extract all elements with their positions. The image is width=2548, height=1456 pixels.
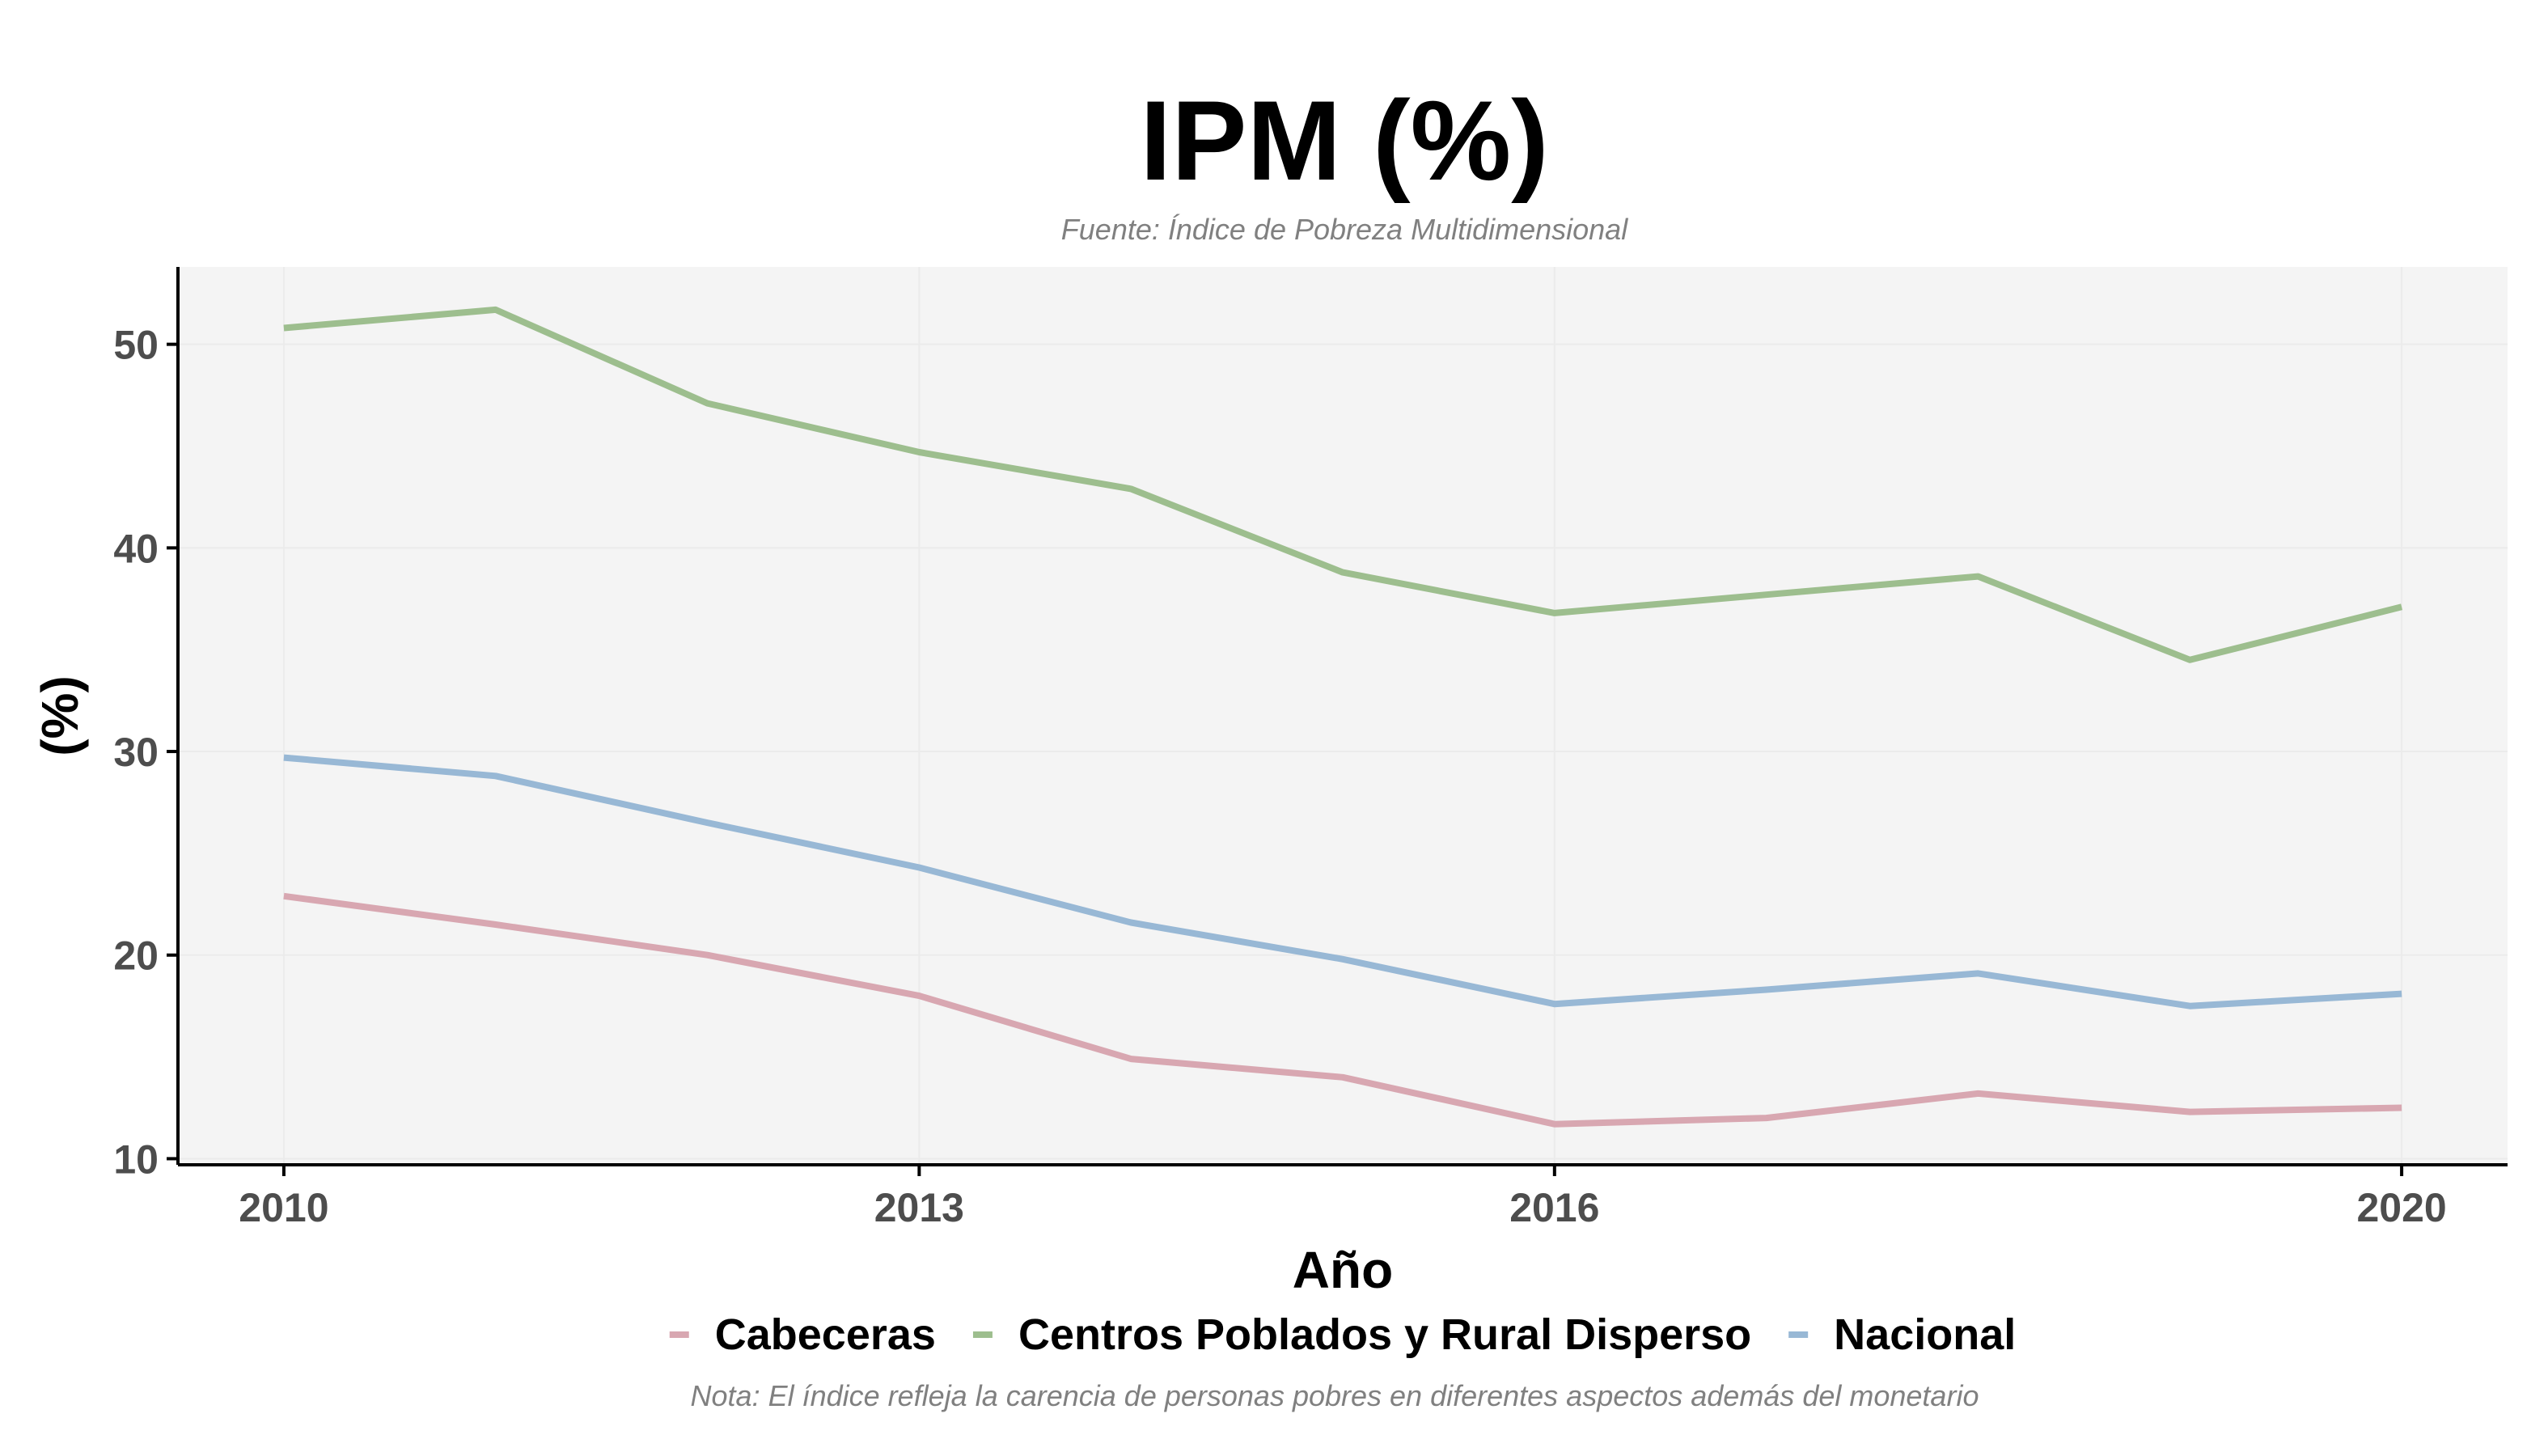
x-axis-ticks: 2010 2013 2016 2020 bbox=[239, 1165, 2447, 1230]
y-tick-label: 50 bbox=[113, 323, 159, 368]
series-lines bbox=[283, 306, 2403, 1128]
y-axis-ticks: 10 20 30 40 50 bbox=[113, 323, 178, 1182]
chart-subtitle: Fuente: Índice de Pobreza Multidimension… bbox=[1061, 213, 1628, 246]
x-tick-label: 2010 bbox=[239, 1185, 328, 1230]
legend: Cabeceras Centros Poblados y Rural Disper… bbox=[669, 1310, 2016, 1359]
series-line-1 bbox=[283, 306, 2403, 663]
legend-label-2: Nacional bbox=[1834, 1310, 2016, 1359]
y-tick-label: 10 bbox=[113, 1136, 159, 1182]
y-tick-label: 20 bbox=[113, 933, 159, 979]
x-tick-label: 2020 bbox=[2356, 1185, 2446, 1230]
chart-title: IPM (%) bbox=[1140, 77, 1549, 204]
x-tick-label: 2016 bbox=[1509, 1185, 1599, 1230]
x-axis-title: Año bbox=[1293, 1241, 1393, 1299]
y-tick-label: 30 bbox=[113, 730, 159, 775]
y-axis-title: (%) bbox=[31, 675, 89, 756]
y-tick-label: 40 bbox=[113, 526, 159, 571]
series-line-2 bbox=[283, 754, 2402, 1009]
x-tick-label: 2013 bbox=[874, 1185, 964, 1230]
legend-label-0: Cabeceras bbox=[715, 1310, 936, 1359]
chart-caption: Nota: El índice refleja la carencia de p… bbox=[691, 1379, 1979, 1412]
plot-background bbox=[178, 267, 2508, 1165]
legend-label-1: Centros Poblados y Rural Disperso bbox=[1018, 1310, 1751, 1359]
series-line-0 bbox=[283, 892, 2402, 1128]
